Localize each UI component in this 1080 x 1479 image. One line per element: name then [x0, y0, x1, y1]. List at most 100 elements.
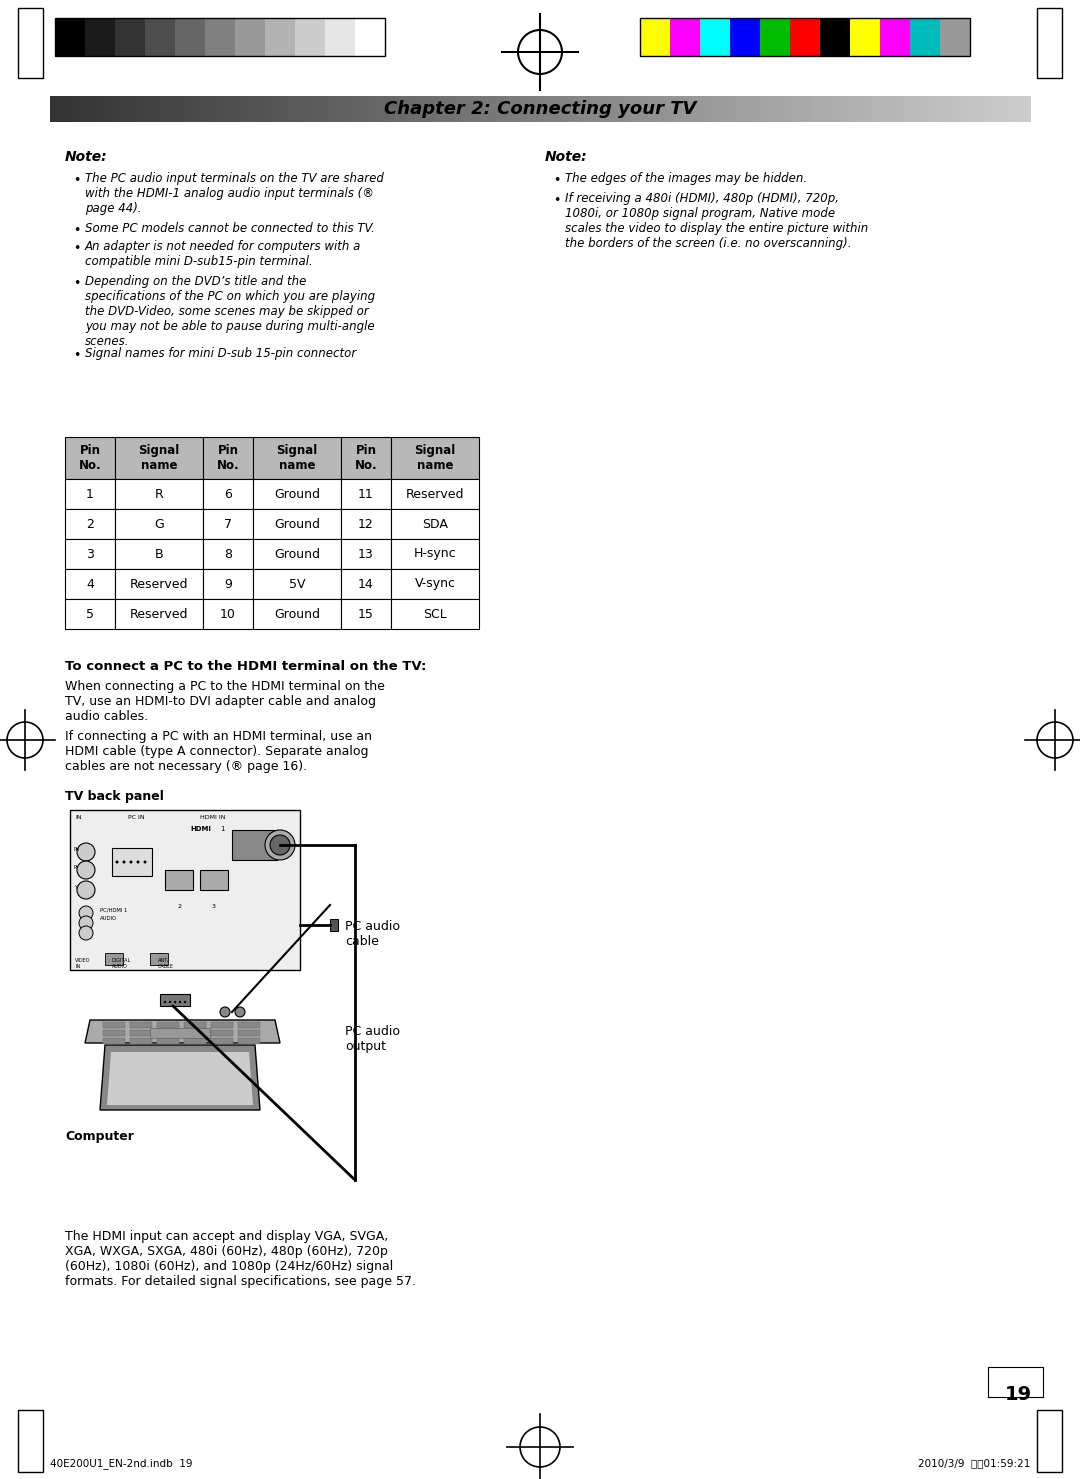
Bar: [246, 96, 252, 121]
Bar: [957, 96, 962, 121]
Text: PC audio
output: PC audio output: [345, 1025, 400, 1053]
Bar: [525, 96, 530, 121]
Bar: [397, 96, 403, 121]
Bar: [238, 1038, 260, 1044]
Text: •: •: [73, 175, 80, 186]
Bar: [799, 96, 805, 121]
Bar: [780, 96, 785, 121]
Text: Ground: Ground: [274, 608, 320, 621]
Bar: [153, 96, 159, 121]
Text: If connecting a PC with an HDMI terminal, use an
HDMI cable (type A connector). : If connecting a PC with an HDMI terminal…: [65, 731, 372, 774]
Bar: [418, 96, 423, 121]
Polygon shape: [100, 1046, 260, 1111]
Bar: [988, 1367, 1043, 1398]
Bar: [253, 479, 341, 509]
Bar: [341, 479, 391, 509]
Bar: [594, 96, 599, 121]
Bar: [391, 538, 480, 569]
Bar: [839, 96, 845, 121]
Bar: [157, 1022, 179, 1028]
Bar: [349, 96, 354, 121]
Text: 11: 11: [359, 488, 374, 500]
Bar: [300, 96, 306, 121]
Text: Signal
name: Signal name: [138, 444, 179, 472]
Bar: [359, 96, 364, 121]
Circle shape: [79, 926, 93, 941]
Text: G: G: [154, 518, 164, 531]
Bar: [633, 96, 638, 121]
Bar: [730, 18, 760, 56]
Bar: [976, 96, 982, 121]
Text: 6: 6: [224, 488, 232, 500]
Bar: [203, 569, 253, 599]
Bar: [805, 96, 810, 121]
Bar: [330, 918, 338, 930]
Text: R: R: [154, 488, 163, 500]
Text: ANT/
CABLE: ANT/ CABLE: [158, 958, 174, 969]
Bar: [432, 96, 437, 121]
Bar: [716, 96, 721, 121]
Bar: [253, 436, 341, 479]
Bar: [212, 96, 217, 121]
Bar: [203, 538, 253, 569]
Bar: [961, 96, 967, 121]
Bar: [789, 18, 820, 56]
Bar: [937, 96, 942, 121]
Text: Pr: Pr: [75, 865, 79, 870]
Bar: [103, 1029, 125, 1035]
Text: Y: Y: [75, 884, 77, 890]
Bar: [951, 96, 957, 121]
Bar: [281, 96, 286, 121]
Bar: [345, 96, 350, 121]
Bar: [613, 96, 619, 121]
Bar: [874, 96, 879, 121]
Bar: [270, 96, 275, 121]
Bar: [751, 96, 756, 121]
Bar: [18, 7, 43, 78]
Bar: [65, 436, 114, 479]
Bar: [123, 96, 129, 121]
Bar: [266, 96, 271, 121]
Bar: [70, 810, 300, 970]
Circle shape: [265, 830, 295, 859]
Text: SDA: SDA: [422, 518, 448, 531]
Text: 10: 10: [220, 608, 235, 621]
Bar: [640, 18, 970, 56]
Bar: [253, 538, 341, 569]
Bar: [324, 96, 329, 121]
Bar: [84, 96, 90, 121]
Bar: [820, 18, 850, 56]
Bar: [378, 96, 383, 121]
Bar: [65, 96, 70, 121]
Bar: [285, 96, 291, 121]
Bar: [138, 96, 144, 121]
Bar: [814, 96, 820, 121]
Bar: [559, 96, 565, 121]
Bar: [932, 96, 937, 121]
Bar: [760, 96, 766, 121]
Bar: [521, 96, 526, 121]
Bar: [868, 96, 874, 121]
Text: PC/HDMI 1: PC/HDMI 1: [100, 908, 127, 913]
Text: Signal
name: Signal name: [276, 444, 318, 472]
Bar: [540, 96, 545, 121]
Bar: [354, 96, 360, 121]
Circle shape: [184, 1001, 186, 1003]
Bar: [364, 96, 369, 121]
Text: 3: 3: [212, 904, 216, 910]
Bar: [403, 96, 408, 121]
Bar: [393, 96, 399, 121]
Bar: [113, 96, 119, 121]
Bar: [237, 96, 242, 121]
Bar: [824, 96, 829, 121]
Bar: [275, 96, 281, 121]
Bar: [374, 96, 379, 121]
Text: Pin
No.: Pin No.: [79, 444, 102, 472]
Text: •: •: [553, 194, 561, 207]
Bar: [314, 96, 320, 121]
Bar: [241, 96, 246, 121]
Circle shape: [168, 1001, 172, 1003]
Bar: [658, 96, 663, 121]
Bar: [697, 96, 702, 121]
Bar: [119, 96, 124, 121]
